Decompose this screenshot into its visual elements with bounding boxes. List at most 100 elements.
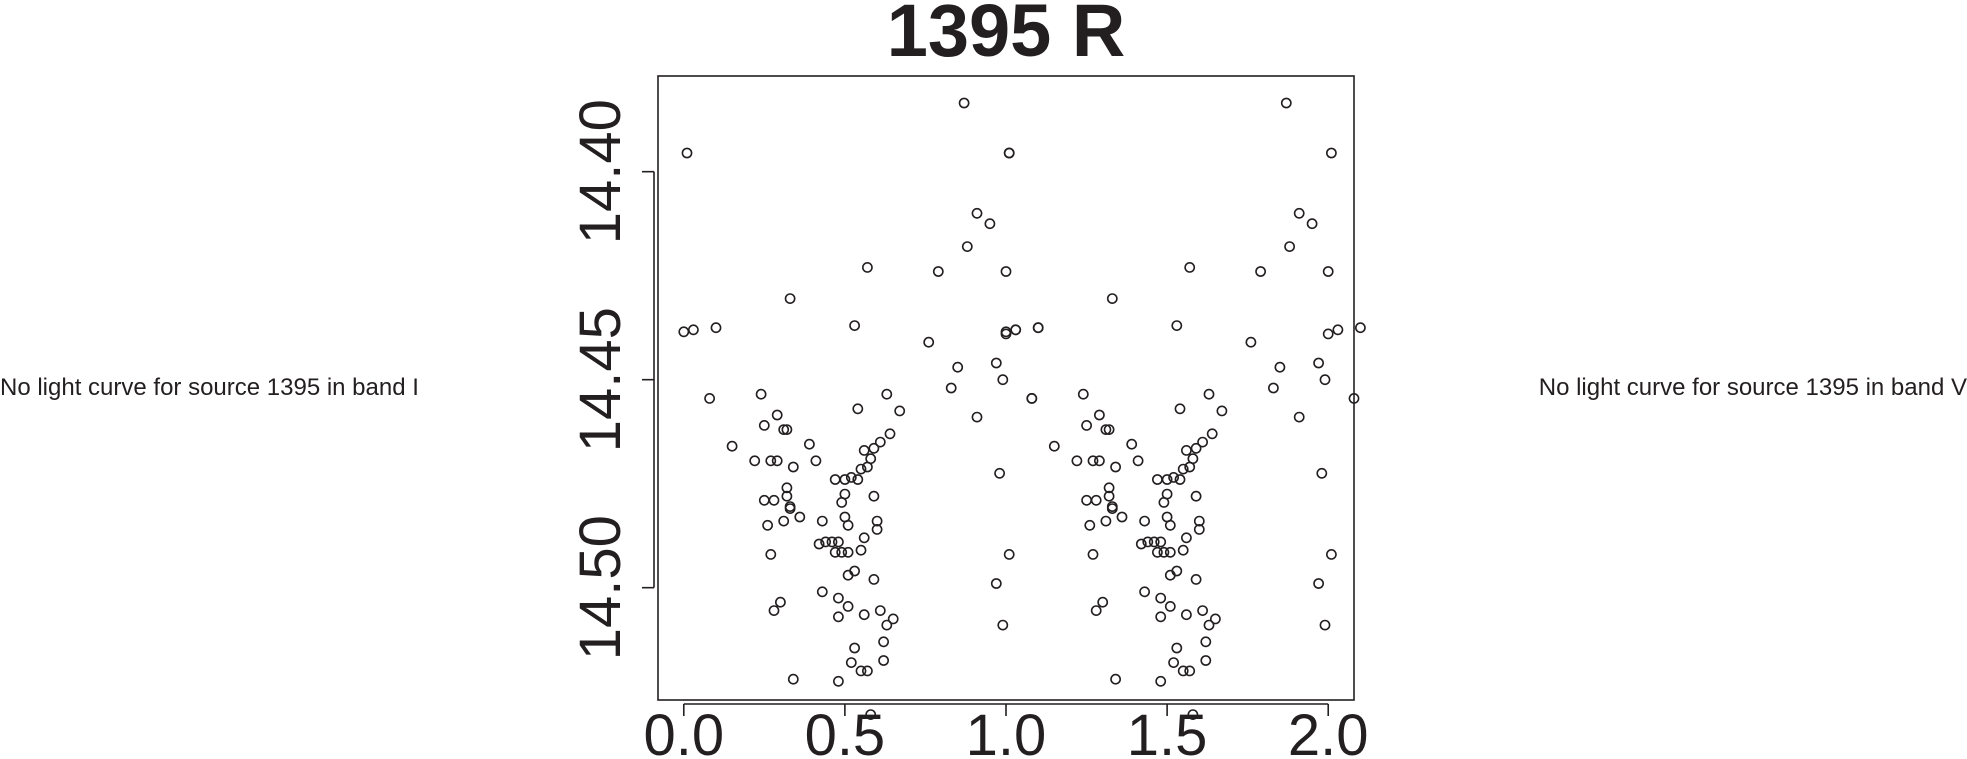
data-point	[794, 511, 806, 523]
data-point	[1177, 665, 1189, 677]
data-point	[816, 515, 828, 527]
data-point	[842, 519, 854, 531]
data-point	[813, 538, 825, 550]
data-point	[1313, 578, 1324, 589]
data-point	[787, 673, 799, 685]
data-point	[842, 546, 854, 558]
data-point	[1274, 361, 1286, 373]
y-tick-label: 14.45	[568, 307, 633, 452]
data-point	[884, 428, 896, 440]
data-point	[894, 405, 906, 417]
data-point	[1171, 642, 1183, 654]
data-point	[1197, 436, 1208, 448]
y-axis: 14.40 14.45 14.50	[568, 99, 655, 660]
data-point	[1203, 619, 1215, 631]
data-point	[1155, 611, 1167, 623]
data-point	[804, 438, 815, 450]
data-point	[1010, 324, 1022, 336]
data-point	[990, 357, 1002, 369]
data-point	[784, 293, 796, 304]
data-point	[1174, 474, 1186, 485]
data-point	[1184, 665, 1196, 677]
data-point	[1161, 474, 1173, 485]
data-point	[781, 490, 793, 502]
data-point	[1152, 474, 1163, 485]
data-point	[1032, 322, 1044, 334]
data-point	[1306, 218, 1318, 230]
data-point	[688, 324, 699, 336]
data-point	[839, 474, 851, 485]
data-point	[1081, 419, 1092, 431]
data-point	[945, 382, 957, 394]
data-point	[1139, 586, 1150, 598]
data-point	[758, 419, 770, 431]
data-point	[826, 536, 838, 548]
data-point	[1190, 574, 1202, 585]
data-point	[1000, 266, 1012, 277]
data-point	[839, 488, 851, 500]
data-point	[1126, 438, 1138, 450]
data-point	[878, 655, 889, 666]
data-point	[1087, 455, 1099, 467]
data-point	[810, 455, 822, 467]
data-point	[874, 605, 886, 616]
data-point	[1158, 546, 1170, 558]
data-point	[678, 326, 690, 338]
x-tick-label: 0.0	[643, 703, 724, 759]
data-point	[1026, 392, 1038, 404]
data-point	[1094, 455, 1105, 467]
data-point	[1103, 490, 1115, 502]
data-point	[952, 361, 964, 373]
data-point	[1090, 605, 1102, 616]
data-point	[1322, 266, 1334, 277]
data-point	[1106, 501, 1118, 512]
data-point	[855, 463, 867, 475]
data-point	[842, 601, 854, 612]
data-point	[1245, 336, 1257, 348]
data-point	[868, 574, 880, 585]
data-point	[778, 424, 790, 435]
data-point	[1164, 601, 1176, 612]
data-point	[1164, 546, 1176, 558]
data-point	[923, 336, 935, 348]
data-point	[820, 536, 831, 548]
data-point	[781, 424, 793, 435]
data-point	[1181, 609, 1192, 621]
data-point	[1177, 463, 1189, 475]
data-point	[829, 474, 841, 485]
data-point	[1200, 655, 1212, 666]
data-point	[845, 657, 857, 668]
data-point	[836, 546, 848, 558]
data-point	[971, 207, 983, 219]
data-point	[1197, 605, 1208, 616]
data-point	[871, 524, 883, 535]
data-point	[1193, 515, 1205, 527]
data-point	[1168, 657, 1179, 668]
data-point	[1326, 147, 1337, 159]
data-point	[1174, 403, 1186, 415]
data-point	[997, 374, 1009, 386]
data-point	[1319, 619, 1331, 631]
data-point	[858, 609, 870, 621]
data-point	[871, 515, 883, 527]
data-point	[1094, 409, 1105, 421]
data-point	[1161, 488, 1173, 500]
data-point	[994, 467, 1005, 479]
data-point	[868, 442, 880, 454]
x-tick-label: 1.5	[1127, 703, 1208, 759]
data-point	[784, 501, 796, 512]
data-point	[1313, 357, 1324, 369]
y-tick-label: 14.50	[568, 515, 633, 660]
data-point	[787, 461, 799, 473]
x-axis: 0.0 0.5 1.0 1.5 2.0	[643, 703, 1368, 759]
data-point	[849, 642, 860, 654]
plot-frame	[657, 75, 1355, 701]
data-point	[862, 665, 873, 677]
data-point	[858, 532, 870, 544]
data-point	[958, 97, 970, 109]
data-point	[852, 403, 864, 415]
data-point	[1110, 673, 1121, 685]
data-point	[775, 596, 786, 608]
data-point	[852, 474, 864, 485]
data-point	[1184, 261, 1196, 273]
